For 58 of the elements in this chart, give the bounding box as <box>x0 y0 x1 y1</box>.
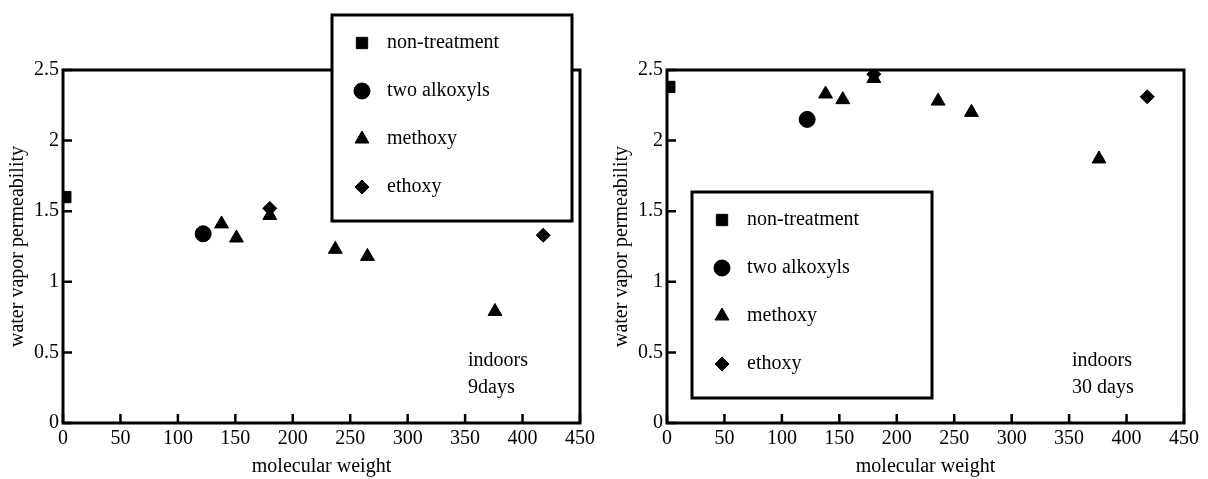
legend-label: methoxy <box>387 126 457 150</box>
y-axis-title: water vapor permeability <box>5 145 29 348</box>
x-tick-label: 250 <box>939 426 970 449</box>
y-tick-label: 1 <box>49 269 59 292</box>
y-tick-label: 1 <box>653 269 663 292</box>
x-tick-label: 100 <box>766 426 797 449</box>
x-tick-label: 450 <box>1169 426 1199 449</box>
x-tick-label: 50 <box>110 426 131 449</box>
x-tick-label: 400 <box>1111 426 1142 449</box>
legend-label: methoxy <box>747 303 817 327</box>
y-tick-label: 0.5 <box>34 339 59 362</box>
x-axis-title: molecular weight <box>855 454 996 478</box>
legend-label: two alkoxyls <box>747 255 850 279</box>
x-tick-label: 350 <box>450 426 481 449</box>
point <box>194 225 212 243</box>
point <box>1091 150 1107 164</box>
point <box>818 85 833 99</box>
x-tick-label: 400 <box>507 426 538 449</box>
point <box>964 103 979 117</box>
x-tick-label: 450 <box>565 426 595 449</box>
y-tick-label: 0 <box>653 410 663 433</box>
point <box>327 240 343 254</box>
x-tick-label: 100 <box>162 426 193 449</box>
point <box>930 92 946 106</box>
point <box>229 229 244 243</box>
legend-label: ethoxy <box>747 351 802 375</box>
x-tick-label: 150 <box>220 426 251 449</box>
y-tick-label: 2 <box>49 127 59 150</box>
legend-label: two alkoxyls <box>387 78 490 102</box>
point <box>798 110 816 128</box>
point <box>214 215 229 229</box>
y-tick-label: 2 <box>653 127 663 150</box>
y-tick-label: 1.5 <box>34 198 59 221</box>
point <box>1139 89 1155 105</box>
y-axis-title: water vapor permeability <box>609 145 633 348</box>
x-tick-label: 350 <box>1054 426 1085 449</box>
x-tick-label: 300 <box>392 426 423 449</box>
x-tick-label: 300 <box>996 426 1027 449</box>
legend-label: non-treatment <box>387 30 500 53</box>
point <box>835 91 851 105</box>
x-tick-label: 150 <box>824 426 855 449</box>
y-tick-label: 1.5 <box>638 198 663 221</box>
y-tick-label: 2.5 <box>34 57 59 80</box>
annotation: indoors 9days <box>468 348 529 398</box>
point <box>360 247 375 261</box>
x-tick-label: 250 <box>335 426 366 449</box>
annotation: indoors 30 days <box>1072 348 1134 398</box>
y-tick-label: 0.5 <box>638 339 663 362</box>
x-tick-label: 200 <box>881 426 912 449</box>
legend-label: non-treatment <box>747 207 860 230</box>
x-tick-label: 200 <box>277 426 308 449</box>
point <box>487 302 503 316</box>
legend-label: ethoxy <box>387 174 442 198</box>
x-tick-label: 50 <box>714 426 735 449</box>
y-tick-label: 2.5 <box>638 57 663 80</box>
y-tick-label: 0 <box>49 410 59 433</box>
x-axis-title: molecular weight <box>251 454 392 478</box>
point <box>535 227 551 243</box>
